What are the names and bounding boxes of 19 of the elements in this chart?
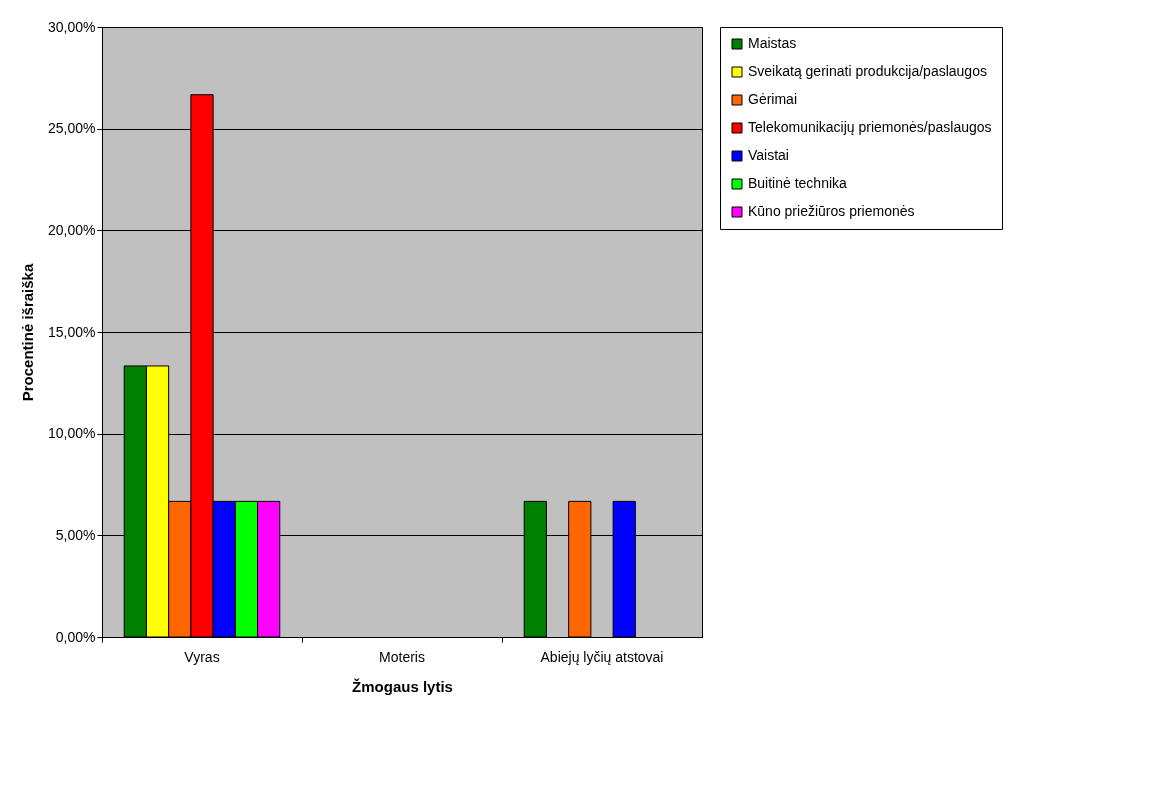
legend-label: Vaistai xyxy=(748,147,789,163)
y-tick-label: 30,00% xyxy=(48,18,96,35)
y-tick-label: 25,00% xyxy=(48,120,96,137)
legend-label: Gėrimai xyxy=(748,91,798,107)
y-axis-title: Procentinė išraiška xyxy=(19,263,37,402)
legend-label: Telekomunikacijų priemonės/paslaugos xyxy=(748,119,992,135)
x-tick-label: Moteris xyxy=(379,648,425,665)
x-tick-label: Vyras xyxy=(184,648,220,665)
x-axis-title: Žmogaus lytis xyxy=(352,677,453,695)
legend-label: Maistas xyxy=(748,35,797,51)
y-tick-label: 15,00% xyxy=(48,323,96,340)
y-tick-label: 10,00% xyxy=(48,425,96,442)
x-tick-label: Abiejų lyčių atstovai xyxy=(540,648,664,665)
legend-label: Kūno priežiūros priemonės xyxy=(748,203,915,219)
legend-label: Buitinė technika xyxy=(748,175,848,191)
y-tick-label: 5,00% xyxy=(55,526,96,543)
y-tick-label: 0,00% xyxy=(55,628,96,645)
y-tick-label: 20,00% xyxy=(48,221,96,238)
legend-label: Sveikatą gerinati produkcija/paslaugos xyxy=(748,63,987,79)
